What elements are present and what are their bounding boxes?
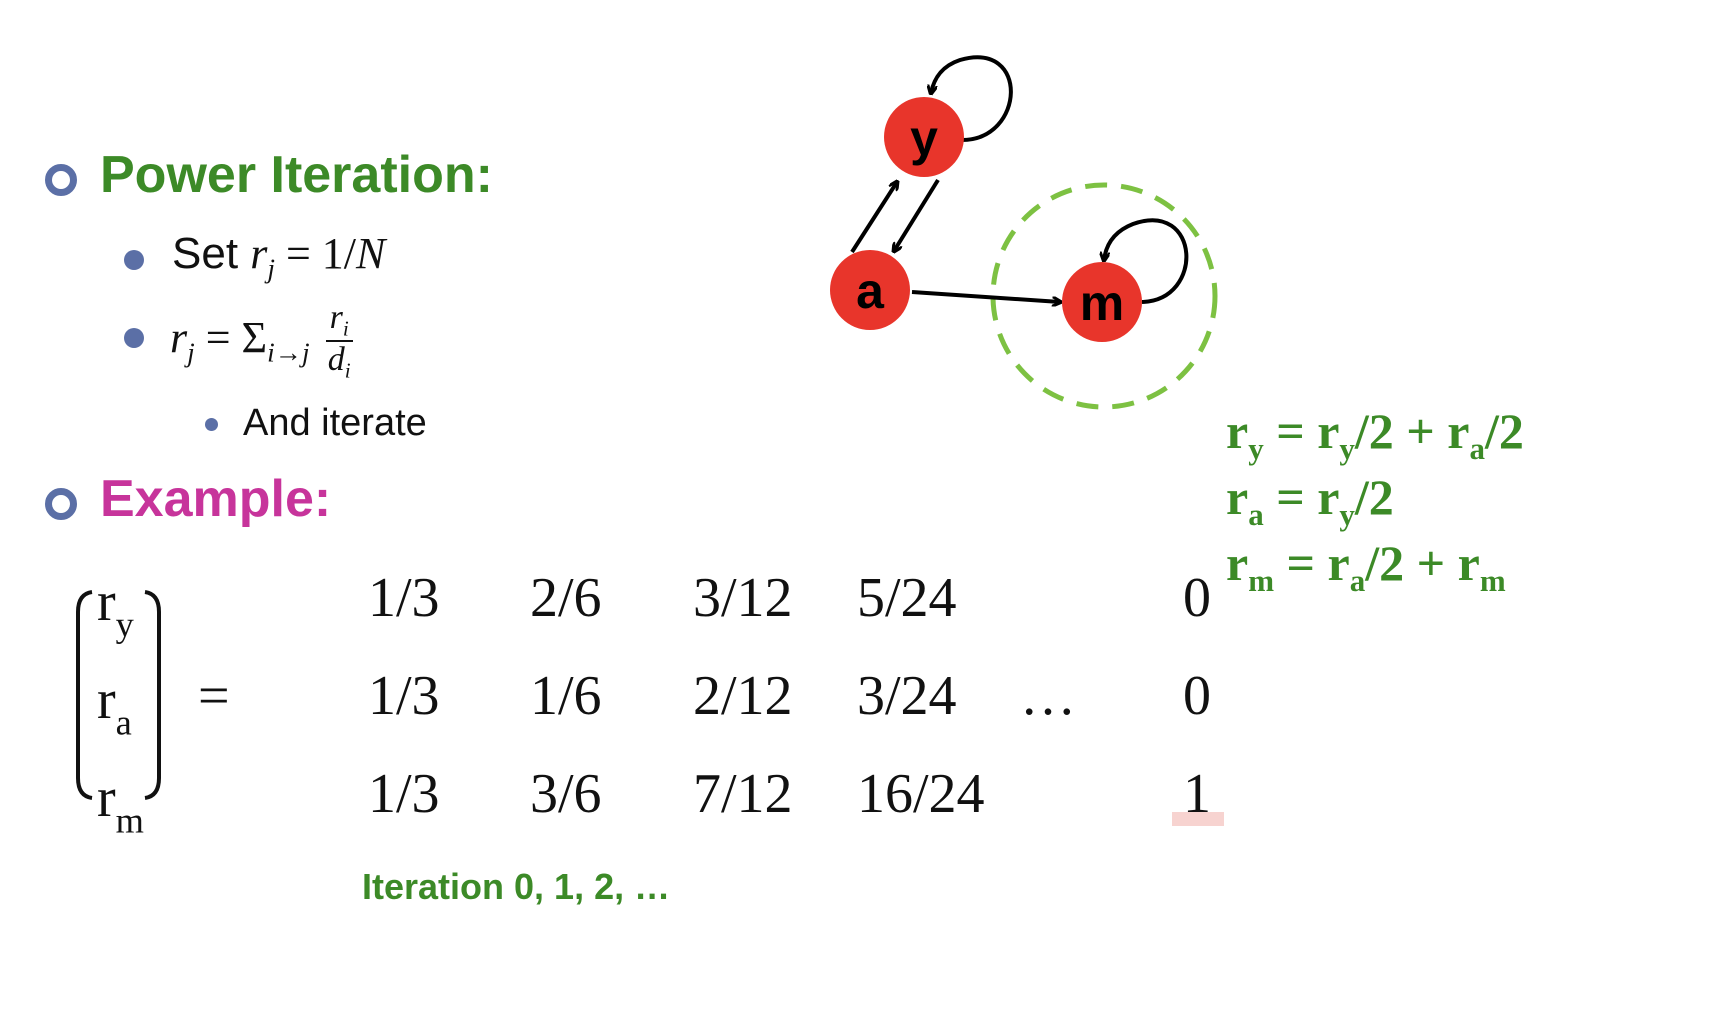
edge-y-y-selfloop [931,55,1013,142]
power-iteration-heading: Power Iteration: [100,146,493,204]
fraction-num-sub: i [342,316,349,341]
equation-rm: rm = ra/2 + rm [1226,535,1506,598]
formula-rest: = 1/ [274,229,357,278]
formula-r: r [250,229,268,278]
heading-bullet-ring [45,164,77,196]
edge-m-m-selfloop [1104,218,1189,304]
fraction: ri di [325,299,353,382]
equals-sign: = [198,665,230,727]
formula-N: N [356,229,386,278]
sum-subscript: i→j [267,337,310,368]
cell-r2-c0: 1/3 [368,763,440,825]
final-value-highlight [1172,812,1224,826]
highlight-ring [990,182,1218,410]
cell-r0-c3: 5/24 [857,567,957,629]
vector-label-ra: ra [97,669,132,743]
fraction-den: d [327,340,345,378]
node-y-label: y [910,110,938,166]
heading-bullet-ring [45,488,77,520]
equation-ry: ry = ry/2 + ra/2 [1226,403,1524,466]
cell-r2-c1: 3/6 [530,763,602,825]
fraction-num: r [329,299,343,336]
update-lhs-sub: j [187,337,195,368]
sum-symbol: Σ [241,313,268,363]
cell-r0-c2: 3/12 [693,567,793,629]
cell-r2-c2: 7/12 [693,763,793,825]
update-eq: = [194,313,242,363]
node-m [1062,262,1142,342]
vector-label-rm: rm [97,767,144,841]
edge-a-y [850,182,897,254]
node-y [884,97,964,177]
set-label: Set [172,229,251,278]
bullet-dot [124,250,144,270]
and-iterate-text: And iterate [243,402,427,444]
cell-r1-c1: 1/6 [530,665,602,727]
bullet-dot [124,328,144,348]
cell-r1-c0: 1/3 [368,665,440,727]
node-a-label: a [856,263,885,319]
cell-r1-c2: 2/12 [693,665,793,727]
cell-r0-c1: 2/6 [530,567,602,629]
edge-y-a [894,178,940,251]
update-lhs: r [170,313,188,363]
equation-ra: ra = ry/2 [1226,469,1394,532]
node-a [830,250,910,330]
update-rule: rj = Σi→j ri di [170,300,353,390]
vector-label-ry: ry [97,571,134,645]
cell-r1-c3: 3/24 [857,665,957,727]
formula-r-sub: j [267,253,275,284]
edge-a-m [911,290,1060,302]
example-heading: Example: [100,470,332,528]
set-rule: Set rj = 1/N [172,228,385,285]
cell-r0-c0: 1/3 [368,567,440,629]
cell-r0-c4: 0 [1183,567,1211,629]
sub-bullet-dot [205,418,218,431]
cell-r2-c4: 1 [1183,763,1211,825]
cell-r1-c4: 0 [1183,665,1211,727]
node-m-label: m [1080,275,1124,331]
iteration-caption: Iteration 0, 1, 2, … [362,866,671,907]
ellipsis: … [1020,665,1076,727]
fraction-den-sub: i [344,357,351,382]
cell-r2-c3: 16/24 [857,763,985,825]
